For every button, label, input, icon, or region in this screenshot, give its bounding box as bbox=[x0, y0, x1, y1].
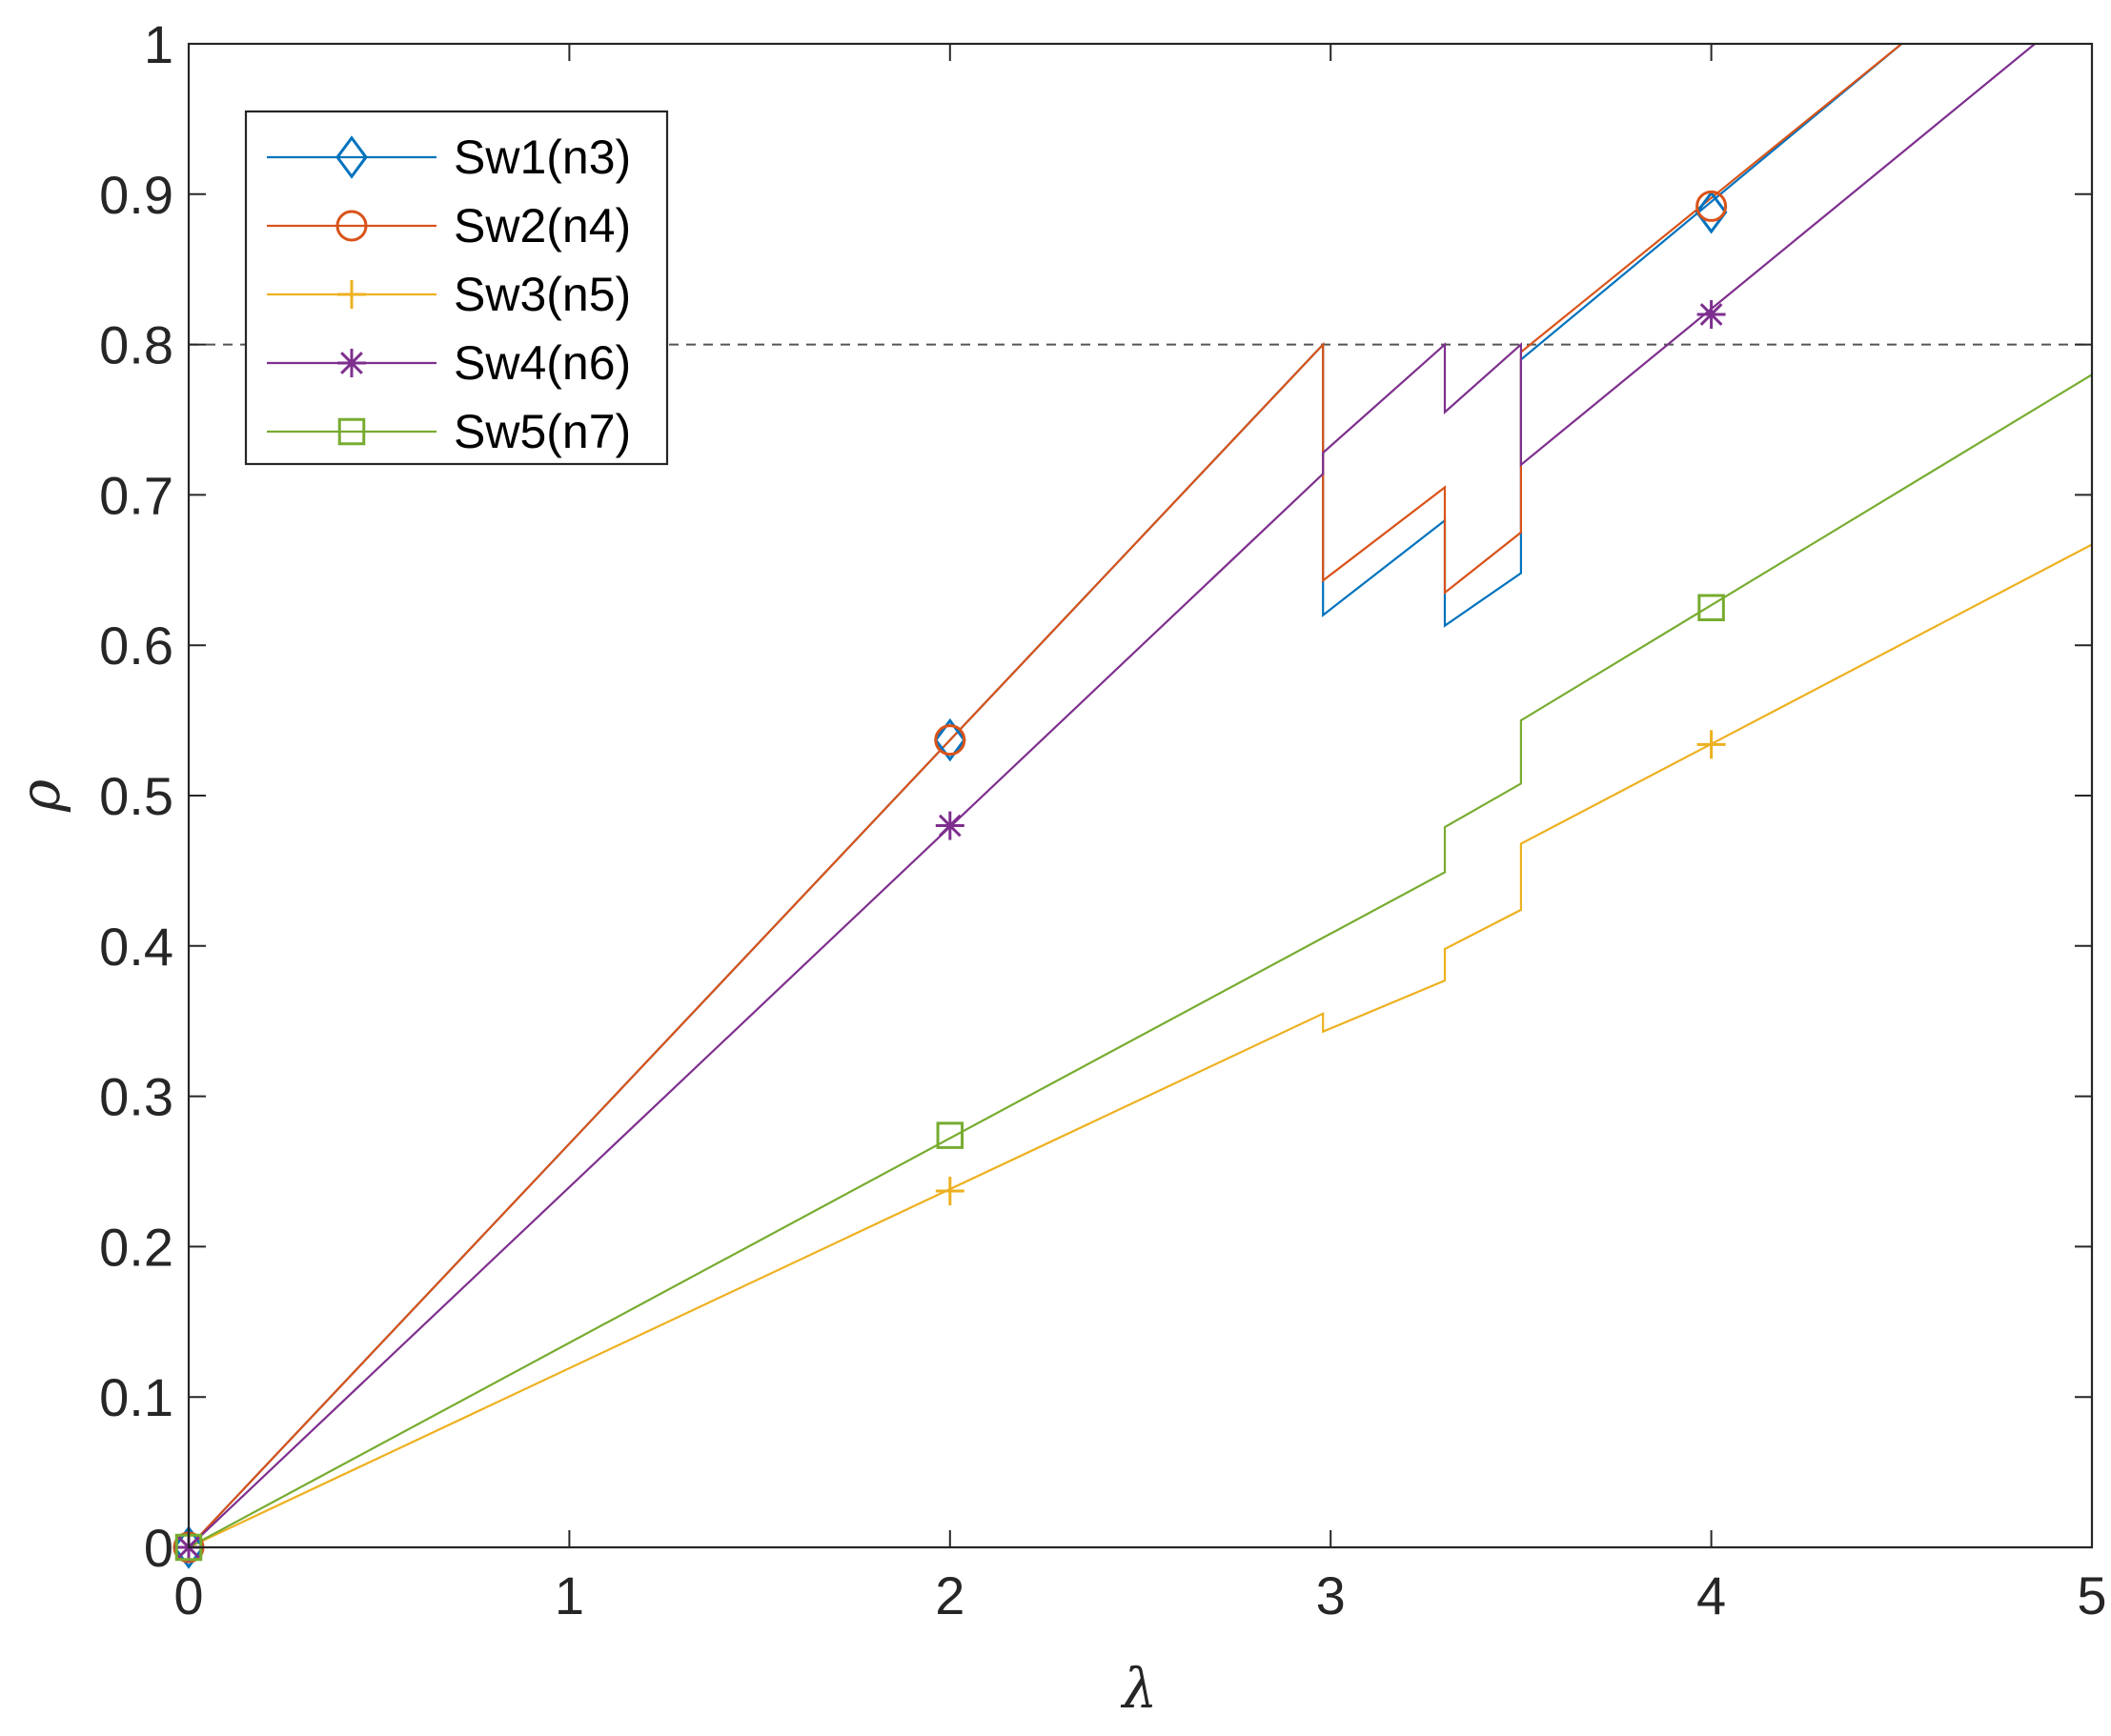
legend-marker-1 bbox=[335, 135, 368, 179]
y-tick-label: 0.9 bbox=[99, 165, 173, 225]
y-tick-label: 0.7 bbox=[99, 465, 173, 525]
y-tick-label: 0.1 bbox=[99, 1367, 173, 1427]
series-5-marker-2 bbox=[936, 1121, 964, 1149]
legend-label-2: Sw2(n4) bbox=[454, 199, 631, 252]
legend-label-1: Sw1(n3) bbox=[454, 131, 631, 184]
y-tick-label: 0.8 bbox=[99, 315, 173, 375]
y-tick-label: 0.2 bbox=[99, 1217, 173, 1277]
x-tick-label: 5 bbox=[2077, 1565, 2106, 1625]
y-tick-label: 0.4 bbox=[99, 917, 173, 977]
y-tick-label: 1 bbox=[144, 14, 173, 74]
legend-marker-5 bbox=[337, 417, 366, 446]
y-tick-label: 0.5 bbox=[99, 766, 173, 826]
series-2-marker-2 bbox=[934, 724, 966, 757]
legend-marker-3 bbox=[337, 280, 366, 309]
series-4-marker-3 bbox=[1696, 300, 1726, 330]
series-lines-layer bbox=[189, 44, 2092, 1547]
legend-label-5: Sw5(n7) bbox=[454, 405, 631, 458]
series-2-marker-3 bbox=[1695, 190, 1728, 222]
series-4-marker-2 bbox=[935, 811, 964, 840]
x-tick-label: 2 bbox=[935, 1565, 964, 1625]
x-tick-label: 1 bbox=[555, 1565, 584, 1625]
y-tick-label: 0 bbox=[144, 1518, 173, 1578]
series-1-marker-3 bbox=[1695, 190, 1728, 234]
legend-marker-2 bbox=[335, 210, 368, 242]
series-3-marker-3 bbox=[1696, 730, 1726, 759]
legend-label-4: Sw4(n6) bbox=[454, 336, 631, 390]
series-line-5 bbox=[189, 373, 2092, 1547]
series-line-4 bbox=[189, 44, 2036, 1547]
x-tick-label: 3 bbox=[1316, 1565, 1346, 1625]
legend-box bbox=[244, 110, 669, 466]
x-tick-label: 4 bbox=[1696, 1565, 1726, 1625]
axes-layer bbox=[187, 42, 2094, 1549]
legend: Sw1(n3) Sw2(n4) Sw3(n5) Sw4(n6) Sw5(n7) bbox=[244, 110, 669, 466]
series-5-marker-3 bbox=[1697, 594, 1725, 621]
series-3-marker-2 bbox=[935, 1177, 964, 1206]
y-tick-label: 0.3 bbox=[99, 1067, 173, 1127]
tick-labels-layer: 0 1 2 3 4 5 0 0.1 0.2 0.3 0.4 0.5 0.6 0.7 0.8 0.9 1 bbox=[99, 14, 2106, 1625]
x-axis-label: λ bbox=[1121, 1656, 1158, 1721]
series-1-marker-2 bbox=[933, 717, 966, 762]
x-tick-label: 0 bbox=[173, 1565, 203, 1625]
y-tick-label: 0.6 bbox=[99, 616, 173, 676]
series-1-marker-1 bbox=[173, 1525, 205, 1569]
series-line-3 bbox=[189, 543, 2092, 1547]
y-axis-label: ρ bbox=[8, 779, 72, 813]
legend-label-3: Sw3(n5) bbox=[454, 268, 631, 321]
legend-marker-4 bbox=[337, 349, 366, 377]
